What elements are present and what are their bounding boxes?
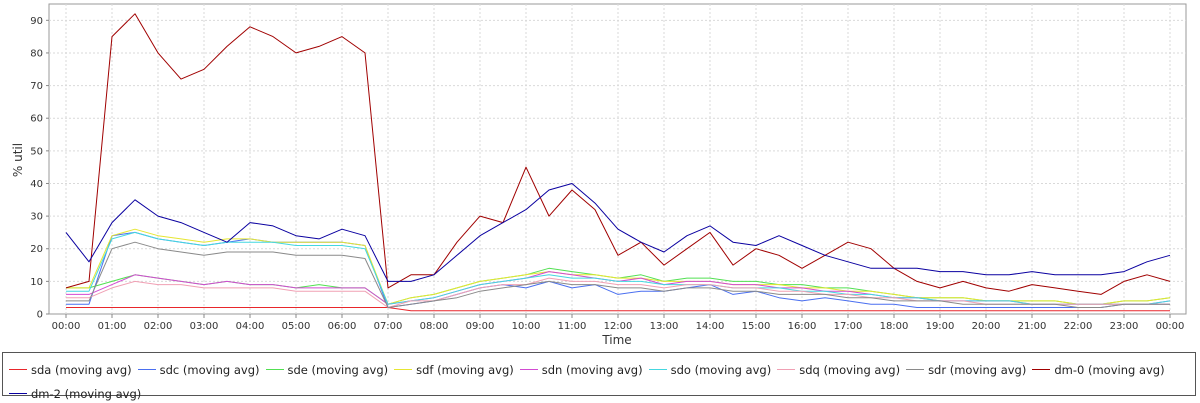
chart-legend: sda (moving avg) sdc (moving avg) sde (mov… <box>2 352 1196 401</box>
y-tick-label: 70 <box>30 81 43 92</box>
legend-swatch <box>777 369 796 370</box>
grid-lines <box>49 4 1186 314</box>
y-tick-label: 10 <box>30 277 43 288</box>
y-axis-ticks: 0 10 20 30 40 50 60 70 80 90 <box>30 16 49 321</box>
legend-swatch <box>394 369 413 370</box>
legend-item: sdq (moving avg) <box>777 360 900 379</box>
legend-label: sdc (moving avg) <box>159 362 260 377</box>
x-tick-label: 07:00 <box>374 321 403 332</box>
x-tick-label: 16:00 <box>788 321 817 332</box>
x-tick-label: 17:00 <box>834 321 863 332</box>
x-tick-label: 03:00 <box>190 321 219 332</box>
x-tick-label: 02:00 <box>144 321 173 332</box>
x-tick-label: 00:00 <box>1156 321 1185 332</box>
x-tick-label: 23:00 <box>1110 321 1139 332</box>
legend-swatch <box>9 369 27 370</box>
legend-label: sde (moving avg) <box>287 362 389 377</box>
x-tick-label: 01:00 <box>98 321 127 332</box>
x-axis-label: Time <box>601 333 631 347</box>
legend-swatch <box>265 369 284 370</box>
legend-label: dm-2 (moving avg) <box>31 386 142 401</box>
legend-label: sdf (moving avg) <box>416 362 514 377</box>
x-tick-label: 11:00 <box>558 321 587 332</box>
legend-label: sdr (moving avg) <box>928 362 1027 377</box>
y-tick-label: 90 <box>30 16 43 27</box>
x-tick-label: 21:00 <box>1018 321 1047 332</box>
x-tick-label: 15:00 <box>742 321 771 332</box>
x-tick-label: 05:00 <box>282 321 311 332</box>
plot-background <box>48 3 1187 315</box>
y-tick-label: 0 <box>37 310 43 321</box>
series-line-5 <box>66 231 1171 305</box>
x-tick-label: 14:00 <box>696 321 725 332</box>
y-axis-label: % util <box>11 143 25 177</box>
y-tick-label: 50 <box>30 146 43 157</box>
legend-item: sdc (moving avg) <box>137 360 260 379</box>
legend-item: sdr (moving avg) <box>906 360 1026 379</box>
legend-swatch <box>519 369 538 370</box>
legend-item: sda (moving avg) <box>9 360 132 379</box>
x-tick-label: 04:00 <box>236 321 265 332</box>
legend-label: sdo (moving avg) <box>670 362 772 377</box>
legend-swatch <box>906 369 925 370</box>
x-tick-label: 20:00 <box>972 321 1001 332</box>
legend-item: sdf (moving avg) <box>394 360 514 379</box>
legend-item: sdo (moving avg) <box>648 360 772 379</box>
x-axis-ticks: 00:00 01:00 02:00 03:00 04:00 05:00 06:00 07:00… <box>52 314 1185 332</box>
x-tick-label: 19:00 <box>926 321 955 332</box>
series-line-7 <box>66 241 1170 308</box>
x-tick-label: 13:00 <box>650 321 679 332</box>
legend-swatch <box>9 393 27 394</box>
line-chart: 0 10 20 30 40 50 60 70 80 90 00:00 01:00 02:00 03:00… <box>11 3 1187 347</box>
x-tick-label: 06:00 <box>328 321 357 332</box>
legend-label: sda (moving avg) <box>31 362 132 377</box>
x-tick-label: 10:00 <box>512 321 541 332</box>
legend-swatch <box>648 369 667 370</box>
legend-item: dm-2 (moving avg) <box>9 384 141 403</box>
x-tick-label: 22:00 <box>1064 321 1093 332</box>
x-tick-label: 08:00 <box>420 321 449 332</box>
legend-swatch <box>1032 369 1051 370</box>
series-line-0 <box>66 307 1170 312</box>
series-line-8 <box>65 13 1171 295</box>
y-tick-label: 80 <box>30 48 43 59</box>
y-tick-label: 20 <box>30 244 43 255</box>
series-lines <box>65 13 1171 312</box>
x-tick-label: 09:00 <box>466 321 495 332</box>
y-tick-label: 40 <box>30 179 43 190</box>
legend-label: sdn (moving avg) <box>541 362 643 377</box>
y-tick-label: 60 <box>30 114 43 125</box>
legend-item: dm-0 (moving avg) <box>1032 360 1165 379</box>
legend-item: sde (moving avg) <box>265 360 389 379</box>
legend-item: sdn (moving avg) <box>519 360 643 379</box>
x-tick-label: 18:00 <box>880 321 909 332</box>
x-tick-label: 12:00 <box>604 321 633 332</box>
legend-label: sdq (moving avg) <box>799 362 901 377</box>
series-line-9 <box>65 183 1171 282</box>
legend-label: dm-0 (moving avg) <box>1054 362 1165 377</box>
y-tick-label: 30 <box>30 212 43 223</box>
x-tick-label: 00:00 <box>52 321 81 332</box>
legend-swatch <box>137 369 156 370</box>
